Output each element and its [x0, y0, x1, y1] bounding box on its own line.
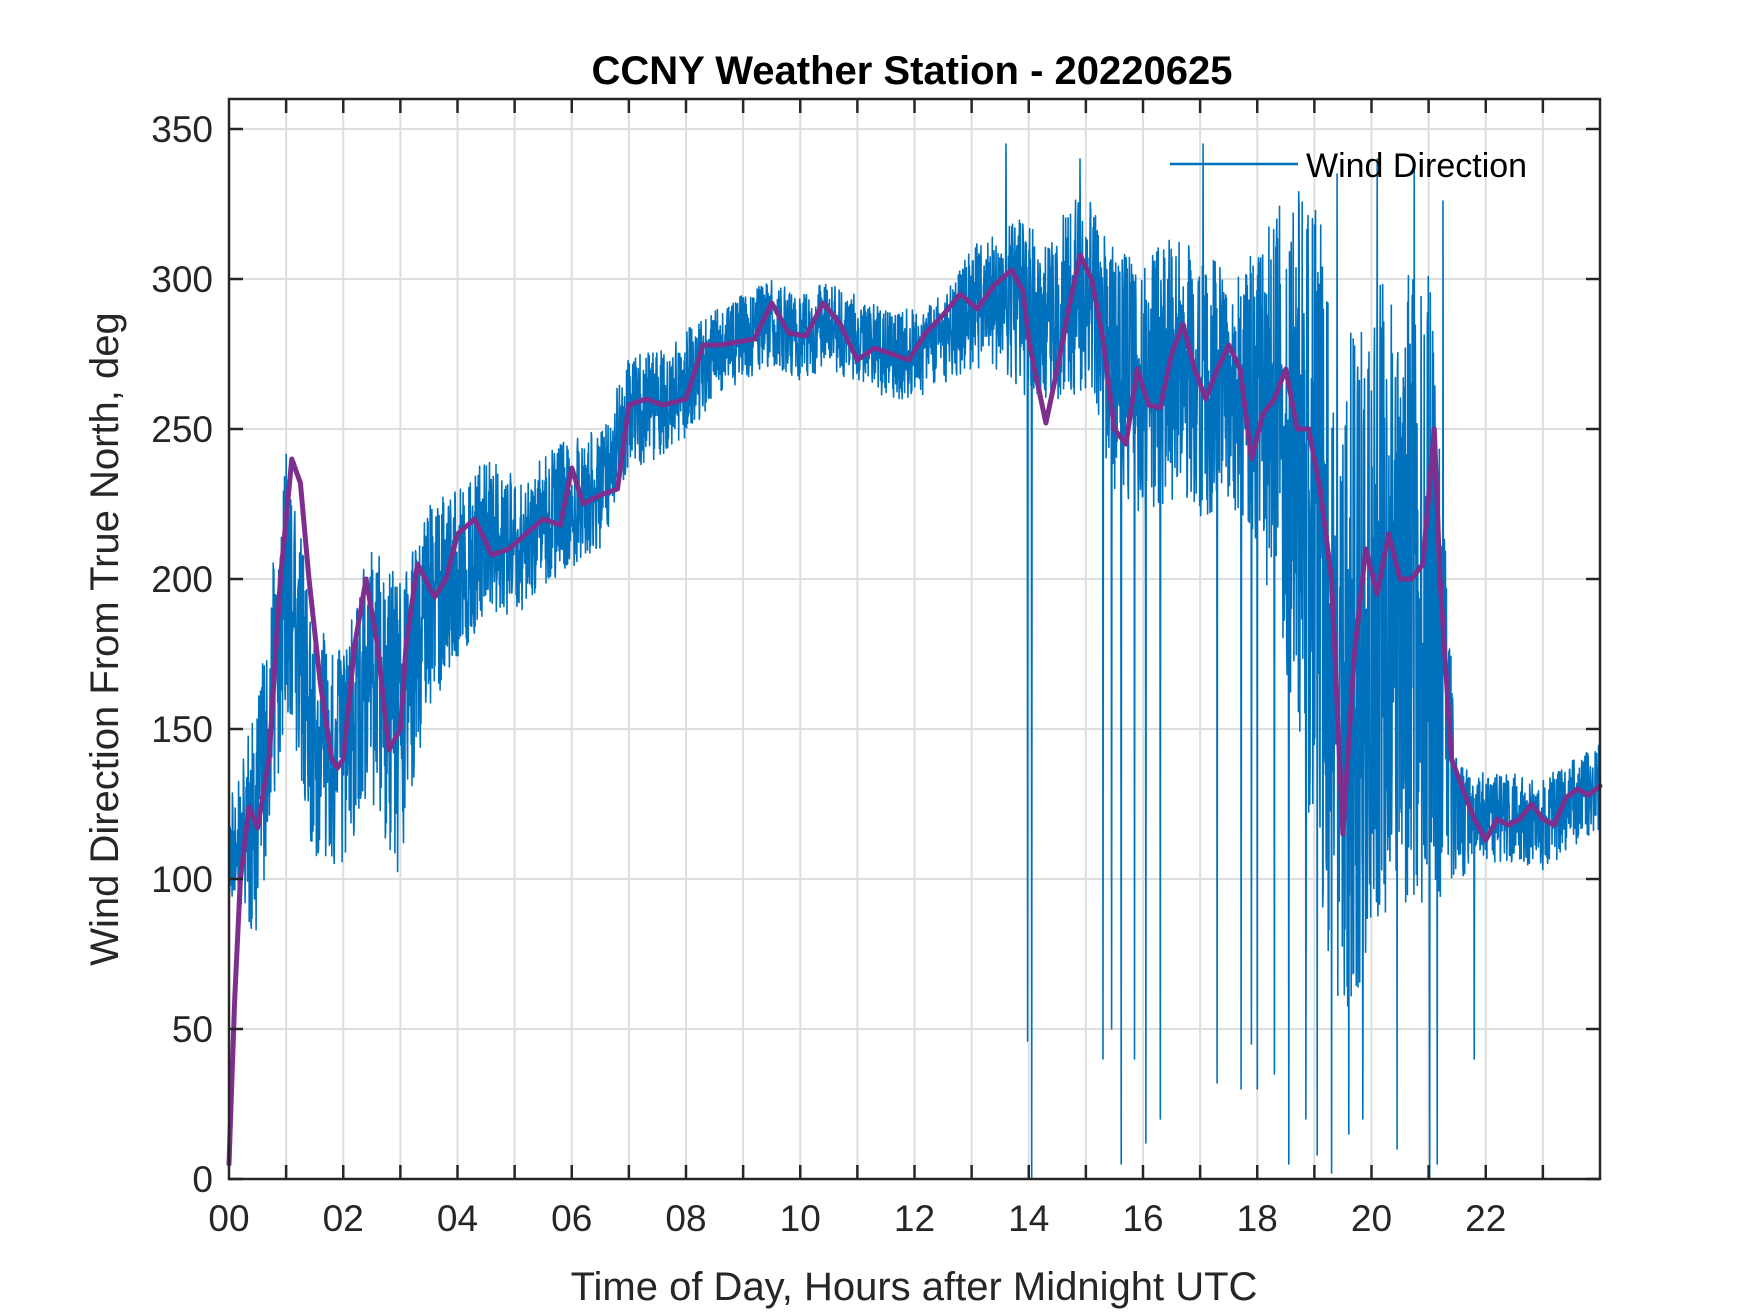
x-tick-label: 16: [1122, 1198, 1163, 1239]
axis-ticks: [229, 99, 1600, 1181]
y-tick-label: 100: [151, 859, 213, 900]
x-tick-label: 10: [780, 1198, 821, 1239]
x-tick-label: 20: [1351, 1198, 1392, 1239]
x-tick-label: 04: [437, 1198, 478, 1239]
chart-title: CCNY Weather Station - 20220625: [592, 49, 1233, 93]
x-tick-label: 02: [323, 1198, 364, 1239]
y-tick-label: 300: [151, 259, 213, 300]
y-tick-label: 0: [192, 1159, 213, 1200]
x-tick-label: 14: [1008, 1198, 1049, 1239]
y-axis-label: Wind Direction From True North, deg: [83, 312, 127, 966]
legend: Wind Direction: [1170, 147, 1527, 185]
x-axis-label: Time of Day, Hours after Midnight UTC: [571, 1265, 1258, 1309]
smoothed-series: [226, 252, 1603, 1167]
y-tick-label: 200: [151, 559, 213, 600]
wind-direction-line: [228, 143, 1601, 1180]
x-tick-label: 18: [1237, 1198, 1278, 1239]
x-tick-label: 06: [551, 1198, 592, 1239]
x-tick-label: 22: [1465, 1198, 1506, 1239]
legend-label-wind-direction: Wind Direction: [1306, 147, 1527, 185]
x-tick-labels: 00 02 04 06 08 10 12 14 16 18 20 22: [208, 1198, 1506, 1239]
y-tick-label: 50: [172, 1009, 213, 1050]
x-tick-label: 00: [208, 1198, 249, 1239]
y-tick-label: 150: [151, 709, 213, 750]
y-tick-labels: 0 50 100 150 200 250 300 350: [151, 109, 213, 1200]
y-tick-label: 250: [151, 409, 213, 450]
x-tick-label: 12: [894, 1198, 935, 1239]
y-tick-label: 350: [151, 109, 213, 150]
x-tick-label: 08: [665, 1198, 706, 1239]
wind-direction-series: [228, 143, 1601, 1180]
smoothed-wind-direction-line: [226, 252, 1603, 1167]
